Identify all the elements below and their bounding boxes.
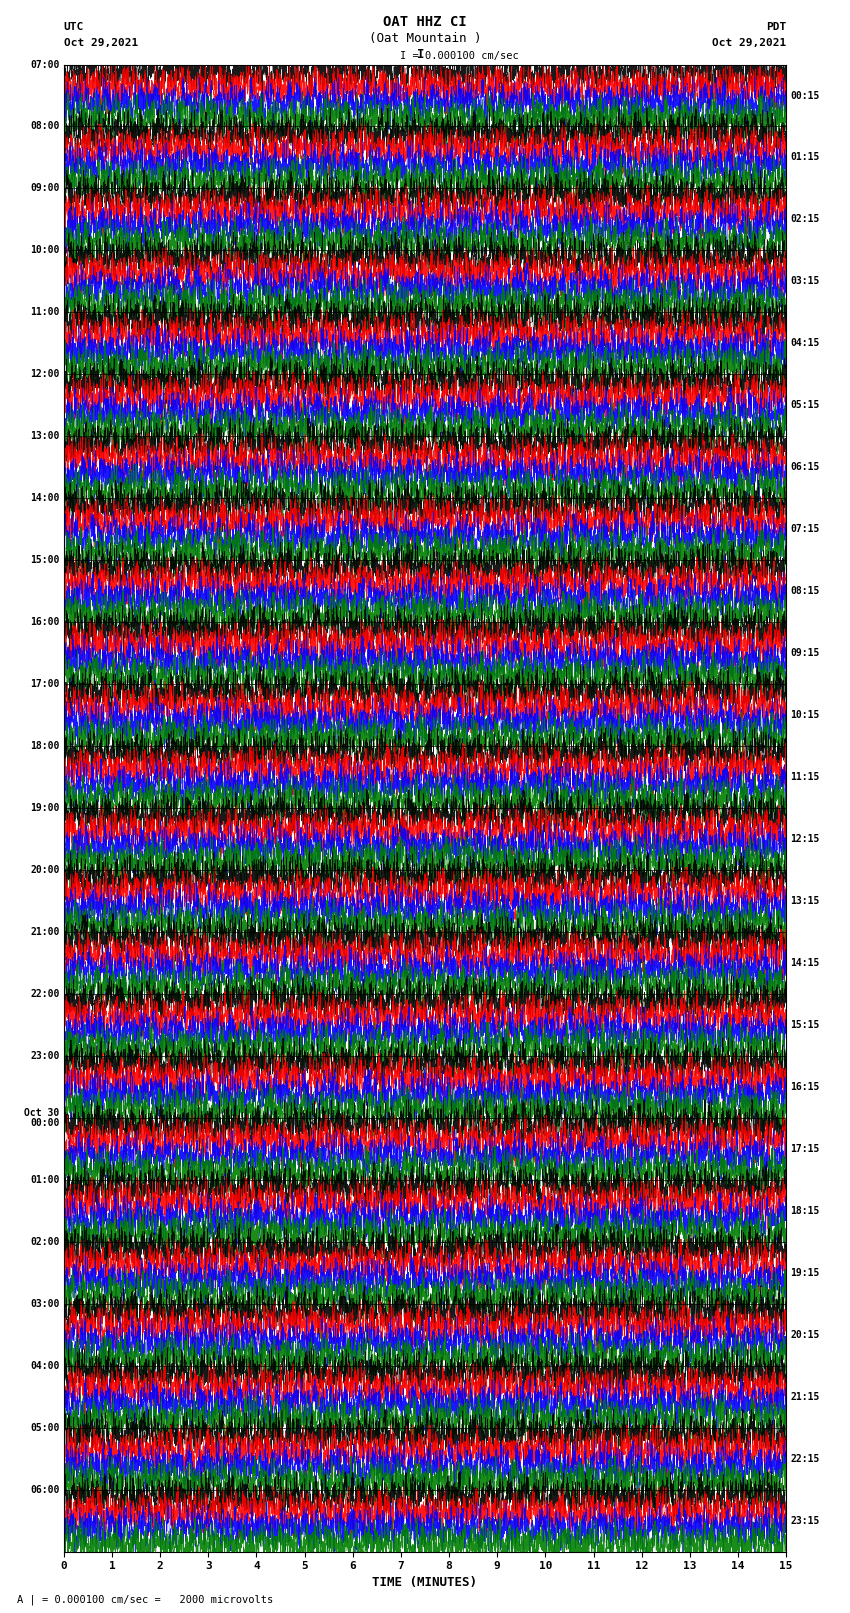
Text: 02:00: 02:00	[30, 1237, 60, 1247]
Text: 20:00: 20:00	[30, 865, 60, 876]
Text: 17:15: 17:15	[790, 1144, 820, 1153]
Text: 11:15: 11:15	[790, 773, 820, 782]
Text: 06:15: 06:15	[790, 463, 820, 473]
Text: 13:15: 13:15	[790, 897, 820, 907]
Text: 21:00: 21:00	[30, 927, 60, 937]
Text: PDT: PDT	[766, 23, 786, 32]
Text: 05:15: 05:15	[790, 400, 820, 410]
Text: A | = 0.000100 cm/sec =   2000 microvolts: A | = 0.000100 cm/sec = 2000 microvolts	[17, 1594, 273, 1605]
Text: 04:00: 04:00	[30, 1361, 60, 1371]
Text: OAT HHZ CI: OAT HHZ CI	[383, 15, 467, 29]
Text: 07:15: 07:15	[790, 524, 820, 534]
Text: 15:15: 15:15	[790, 1019, 820, 1031]
Text: 20:15: 20:15	[790, 1329, 820, 1340]
Text: (Oat Mountain ): (Oat Mountain )	[369, 32, 481, 45]
Text: 04:15: 04:15	[790, 339, 820, 348]
Text: 15:00: 15:00	[30, 555, 60, 565]
Text: 09:00: 09:00	[30, 184, 60, 194]
Text: 18:00: 18:00	[30, 740, 60, 752]
Text: 12:00: 12:00	[30, 369, 60, 379]
Text: 03:15: 03:15	[790, 276, 820, 287]
Text: 18:15: 18:15	[790, 1207, 820, 1216]
Text: 10:15: 10:15	[790, 710, 820, 719]
Text: 09:15: 09:15	[790, 648, 820, 658]
Text: 03:00: 03:00	[30, 1298, 60, 1308]
Text: 00:00: 00:00	[30, 1118, 60, 1127]
Text: 16:15: 16:15	[790, 1082, 820, 1092]
Text: 21:15: 21:15	[790, 1392, 820, 1402]
Text: 08:15: 08:15	[790, 586, 820, 597]
Text: 01:00: 01:00	[30, 1174, 60, 1186]
Text: 05:00: 05:00	[30, 1423, 60, 1432]
Text: 06:00: 06:00	[30, 1484, 60, 1495]
Text: 01:15: 01:15	[790, 153, 820, 163]
Text: 16:00: 16:00	[30, 618, 60, 627]
Text: 10:00: 10:00	[30, 245, 60, 255]
Text: 08:00: 08:00	[30, 121, 60, 132]
Text: 13:00: 13:00	[30, 431, 60, 442]
Text: 07:00: 07:00	[30, 60, 60, 69]
Text: 11:00: 11:00	[30, 308, 60, 318]
Text: 02:15: 02:15	[790, 215, 820, 224]
Text: 22:00: 22:00	[30, 989, 60, 998]
Text: I = 0.000100 cm/sec: I = 0.000100 cm/sec	[400, 52, 518, 61]
Text: 22:15: 22:15	[790, 1453, 820, 1463]
Text: Oct 30: Oct 30	[25, 1108, 60, 1118]
Text: I: I	[417, 48, 424, 61]
Text: 14:15: 14:15	[790, 958, 820, 968]
Text: Oct 29,2021: Oct 29,2021	[64, 39, 138, 48]
Text: 14:00: 14:00	[30, 494, 60, 503]
Text: 12:15: 12:15	[790, 834, 820, 844]
Text: UTC: UTC	[64, 23, 84, 32]
Text: 23:00: 23:00	[30, 1052, 60, 1061]
Text: Oct 29,2021: Oct 29,2021	[712, 39, 786, 48]
Text: 23:15: 23:15	[790, 1516, 820, 1526]
Text: 19:00: 19:00	[30, 803, 60, 813]
Text: 00:15: 00:15	[790, 90, 820, 100]
X-axis label: TIME (MINUTES): TIME (MINUTES)	[372, 1576, 478, 1589]
Text: 17:00: 17:00	[30, 679, 60, 689]
Text: 19:15: 19:15	[790, 1268, 820, 1277]
